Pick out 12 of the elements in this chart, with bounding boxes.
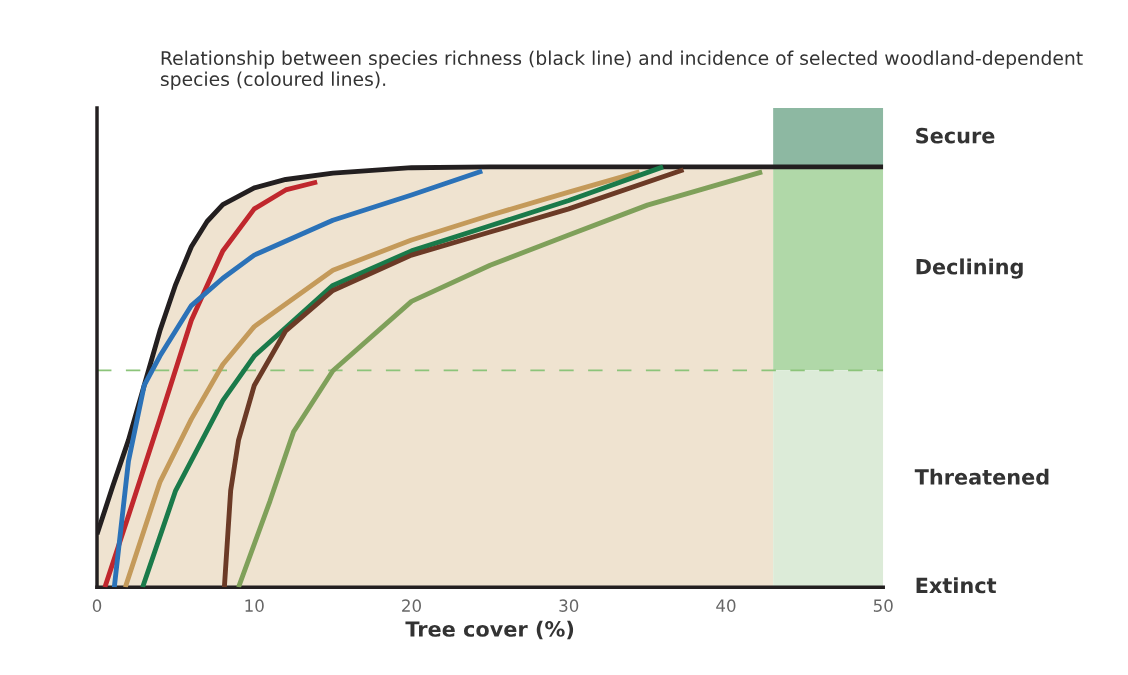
x-tick-label: 20 [402, 599, 421, 612]
x-tick-label: 10 [245, 599, 264, 612]
x-tick-label: 0 [92, 599, 102, 612]
band-label: Declining [916, 258, 1023, 279]
x-tick-label: 30 [559, 599, 579, 612]
band-label: Secure [916, 127, 995, 144]
chart-title: Relationship between species richness (black line) and incidence of selected woodland-dependent species (coloured lines). [160, 50, 1083, 90]
x-axis-title: Tree cover (%) [405, 620, 574, 640]
text: Extinct [916, 577, 997, 594]
x-tick-label: 40 [716, 599, 736, 612]
band-label: Threatened [914, 468, 1049, 485]
x-tick-label: 50 [873, 599, 893, 612]
